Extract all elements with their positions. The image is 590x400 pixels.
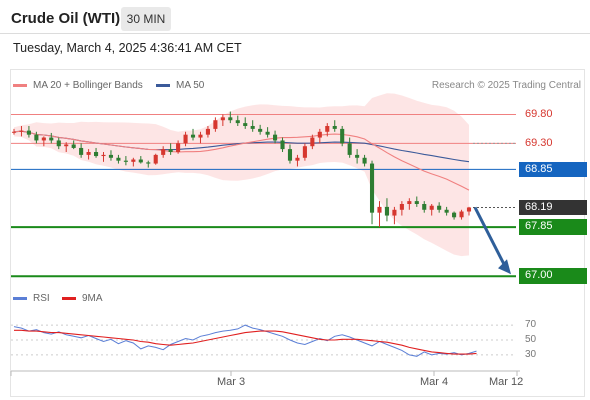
ma50-swatch: [156, 84, 170, 87]
instrument-title: Crude Oil (WTI): [11, 10, 121, 27]
rsi-swatch: [13, 297, 27, 300]
x-tick-label: Mar 3: [217, 376, 246, 388]
candle-body: [79, 147, 84, 155]
candle-body: [168, 149, 173, 152]
candle-body: [362, 157, 367, 164]
candle-body: [287, 149, 293, 161]
candle-body: [235, 120, 240, 124]
rsi-tick-70: 70: [525, 319, 537, 331]
price-label-67-85: 67.85: [519, 219, 587, 236]
candle-body: [131, 159, 136, 162]
forecast-arrow-head: [498, 259, 511, 275]
price-label-68-85: 68.85: [519, 161, 587, 177]
candle-body: [190, 134, 196, 138]
candle-body: [146, 162, 151, 164]
candle-body: [459, 211, 464, 218]
candle-body: [56, 140, 61, 147]
rsi-ma-swatch: [62, 297, 76, 300]
candle-body: [49, 137, 54, 141]
ma20-swatch: [13, 84, 27, 87]
candle-body: [317, 131, 322, 138]
candle-body: [377, 206, 382, 213]
timeframe-button[interactable]: 30 MIN: [121, 7, 171, 31]
candle-body: [64, 144, 69, 147]
x-tick-label: Mar 12: [489, 376, 524, 388]
candle-body: [138, 159, 143, 163]
candle-body: [19, 130, 24, 132]
candle-body: [280, 140, 285, 150]
legend-rsi-ma: 9MA: [62, 293, 103, 304]
candle-body: [41, 137, 46, 141]
candle-body: [295, 157, 300, 161]
candle-body: [466, 207, 472, 212]
timestamp: Tuesday, March 4, 2025 4:36:41 AM CET: [13, 41, 242, 55]
candle-body: [332, 126, 337, 129]
rsi-ma-legend-label: 9MA: [82, 293, 103, 304]
candle-body: [34, 134, 39, 141]
candle-body: [399, 204, 404, 210]
legend-rsi: RSI: [13, 293, 50, 304]
candle-body: [429, 205, 434, 210]
candle-body: [93, 152, 99, 157]
ma20-legend-label: MA 20 + Bollinger Bands: [33, 80, 143, 91]
candle-body: [86, 152, 91, 155]
candle-body: [258, 128, 263, 132]
candle-body: [108, 154, 114, 158]
candle-body: [414, 201, 419, 204]
candle-body: [123, 160, 128, 162]
header-divider: [0, 33, 590, 34]
candle-body: [228, 117, 233, 121]
candle-body: [250, 126, 255, 129]
candle-body: [11, 131, 17, 133]
rsi-tick-30: 30: [525, 348, 537, 360]
candle-body: [422, 204, 427, 210]
candle-body: [153, 154, 158, 164]
candle-body: [310, 137, 315, 147]
bollinger-band: [14, 93, 469, 257]
candle-body: [340, 128, 345, 144]
candle-body: [325, 126, 330, 132]
candle-body: [444, 209, 449, 213]
candle-body: [273, 134, 278, 141]
candle-body: [392, 209, 397, 216]
candle-body: [243, 123, 248, 126]
candle-body: [407, 201, 412, 204]
price-label-67-00: 67.00: [519, 268, 587, 285]
candle-body: [384, 206, 390, 216]
rsi-line: [13, 324, 477, 357]
candle-body: [71, 144, 76, 148]
candle-body: [26, 130, 31, 135]
legend-ma20: MA 20 + Bollinger Bands: [13, 80, 143, 91]
price-label-68-19: 68.19: [519, 199, 587, 215]
candle-body: [176, 143, 181, 152]
forecast-arrow-shaft: [473, 206, 507, 267]
candle-body: [220, 117, 225, 121]
candle-body: [347, 143, 352, 155]
price-label-69-30: 69.30: [525, 136, 553, 149]
candle-body: [205, 128, 210, 135]
candle-body: [116, 157, 121, 161]
candle-body: [437, 205, 442, 210]
rsi-legend-label: RSI: [33, 293, 50, 304]
candle-body: [265, 131, 270, 135]
ma20-line: [13, 130, 470, 191]
candle-body: [355, 154, 360, 158]
candle-body: [369, 163, 375, 213]
rsi-tick-50: 50: [525, 334, 537, 345]
candle-body: [302, 146, 307, 158]
price-label-69-80: 69.80: [525, 107, 553, 120]
candle-body: [161, 149, 166, 155]
credit-label: Research © 2025 Trading Central: [431, 80, 581, 91]
candle-body: [101, 154, 106, 157]
ma50-legend-label: MA 50: [176, 80, 205, 91]
candle-body: [198, 134, 203, 138]
candle-body: [452, 212, 457, 218]
legend-ma50: MA 50: [156, 80, 204, 91]
x-tick-label: Mar 4: [420, 376, 449, 388]
candle-body: [183, 134, 188, 144]
candle-body: [213, 120, 218, 129]
rsi-ma-line: [14, 329, 477, 355]
